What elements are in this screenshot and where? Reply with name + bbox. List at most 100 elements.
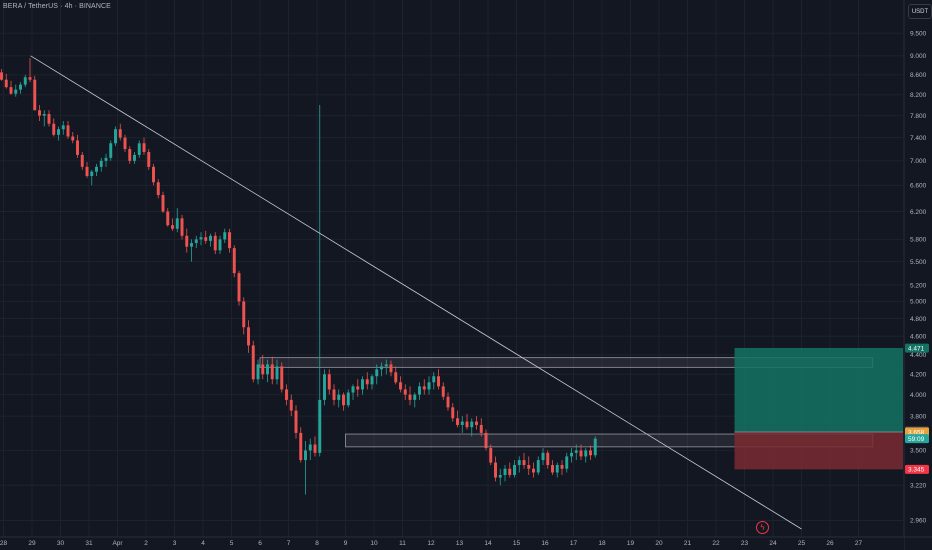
candle-body bbox=[408, 394, 412, 400]
candle-body bbox=[304, 450, 307, 461]
x-tick-label: 19 bbox=[627, 540, 635, 547]
y-tick-label: 5.200 bbox=[910, 282, 927, 289]
candle-body bbox=[356, 386, 360, 390]
candle-body bbox=[80, 154, 84, 167]
x-tick-label: 26 bbox=[826, 540, 834, 547]
currency-badge[interactable]: USDT bbox=[908, 4, 932, 19]
stop-price-tag-label: 3.345 bbox=[908, 467, 925, 474]
countdown-tag[interactable] bbox=[905, 434, 929, 444]
candle-body bbox=[351, 386, 355, 393]
candle-body bbox=[275, 366, 279, 380]
candle-body bbox=[536, 460, 540, 473]
candle-body bbox=[199, 237, 203, 240]
candle-body bbox=[95, 166, 98, 172]
stop-price-tag[interactable] bbox=[905, 464, 929, 474]
candle-body bbox=[57, 129, 60, 135]
candle-body bbox=[266, 364, 269, 375]
candle-body bbox=[560, 465, 564, 469]
candle-body bbox=[66, 125, 70, 137]
candle-body bbox=[118, 129, 122, 138]
x-tick-label: 23 bbox=[741, 540, 749, 547]
y-tick-label: 7.400 bbox=[910, 135, 927, 142]
x-tick-label: 25 bbox=[798, 540, 806, 547]
x-tick-label: 13 bbox=[456, 540, 464, 547]
x-tick-label: 22 bbox=[712, 540, 720, 547]
candle-body bbox=[380, 366, 383, 370]
symbol-info: BERA / TetherUS · 4h · BINANCE bbox=[3, 3, 111, 10]
y-tick-label: 4.600 bbox=[910, 334, 927, 341]
candle-body bbox=[522, 460, 526, 466]
y-tick-label: 5.800 bbox=[910, 237, 927, 244]
y-tick-label: 4.800 bbox=[910, 316, 927, 323]
candle-body bbox=[456, 418, 459, 425]
x-tick-label: 14 bbox=[484, 540, 492, 547]
x-tick-label: 29 bbox=[28, 540, 36, 547]
candle-body bbox=[318, 399, 322, 453]
candle-body bbox=[479, 424, 483, 433]
position-target-box[interactable] bbox=[734, 347, 903, 432]
target-price-tag-label: 4.471 bbox=[908, 345, 925, 352]
candle-body bbox=[513, 465, 516, 476]
candle-body bbox=[61, 125, 65, 130]
candle-body bbox=[42, 114, 46, 116]
candle-body bbox=[147, 151, 151, 167]
y-tick-label: 6.200 bbox=[910, 209, 927, 216]
candle-body bbox=[232, 248, 236, 274]
candle-body bbox=[546, 452, 550, 466]
candle-body bbox=[14, 89, 18, 94]
candle-body bbox=[437, 376, 440, 387]
flash-icon[interactable]: ϟ bbox=[756, 521, 769, 534]
candle-body bbox=[484, 432, 488, 449]
x-tick-label: 18 bbox=[598, 540, 606, 547]
x-tick-label: 30 bbox=[57, 540, 65, 547]
candle-body bbox=[313, 444, 317, 453]
candle-body bbox=[285, 389, 288, 400]
trendline[interactable] bbox=[30, 55, 802, 530]
x-tick-label: 28 bbox=[0, 540, 7, 547]
x-tick-label: Apr bbox=[112, 540, 123, 547]
candle-body bbox=[109, 143, 113, 158]
candle-body bbox=[441, 386, 445, 397]
candle-body bbox=[194, 239, 198, 244]
candle-body bbox=[361, 379, 364, 390]
candle-body bbox=[541, 452, 545, 461]
candle-body bbox=[190, 243, 193, 247]
candle-body bbox=[161, 195, 165, 212]
y-tick-label: 5.000 bbox=[910, 299, 927, 306]
target-price-tag[interactable] bbox=[905, 343, 929, 353]
entry-price-tag-label: 3.658 bbox=[908, 429, 925, 436]
candle-body bbox=[270, 364, 274, 380]
candle-body bbox=[589, 450, 592, 456]
candle-body bbox=[327, 374, 331, 390]
candle-body bbox=[346, 392, 350, 406]
y-tick-label: 4.000 bbox=[910, 392, 927, 399]
candle-body bbox=[323, 374, 326, 400]
candle-body bbox=[308, 444, 312, 451]
candle-body bbox=[85, 166, 89, 177]
candle-body bbox=[389, 364, 393, 373]
time-axis[interactable] bbox=[0, 537, 904, 550]
candle-body bbox=[342, 394, 345, 406]
price-axis[interactable] bbox=[904, 0, 932, 550]
candle-body bbox=[247, 327, 250, 346]
x-tick-label: 27 bbox=[855, 540, 863, 547]
position-stop-box[interactable] bbox=[734, 431, 903, 470]
candle-body bbox=[19, 84, 22, 90]
candle-body bbox=[551, 465, 554, 473]
candle-body bbox=[394, 372, 398, 383]
candle-body bbox=[418, 386, 421, 395]
x-tick-label: 7 bbox=[287, 540, 291, 547]
candle-body bbox=[508, 468, 512, 476]
candle-body bbox=[4, 79, 8, 88]
candle-body bbox=[76, 140, 79, 155]
candle-body bbox=[52, 123, 56, 135]
candle-body bbox=[465, 421, 469, 428]
candle-body bbox=[498, 475, 502, 478]
candle-body bbox=[99, 160, 103, 167]
y-tick-label: 8.200 bbox=[910, 92, 927, 99]
candle-body bbox=[209, 235, 212, 241]
y-tick-label: 7.000 bbox=[910, 158, 927, 165]
candle-body bbox=[427, 382, 431, 390]
candle-body bbox=[218, 239, 222, 251]
